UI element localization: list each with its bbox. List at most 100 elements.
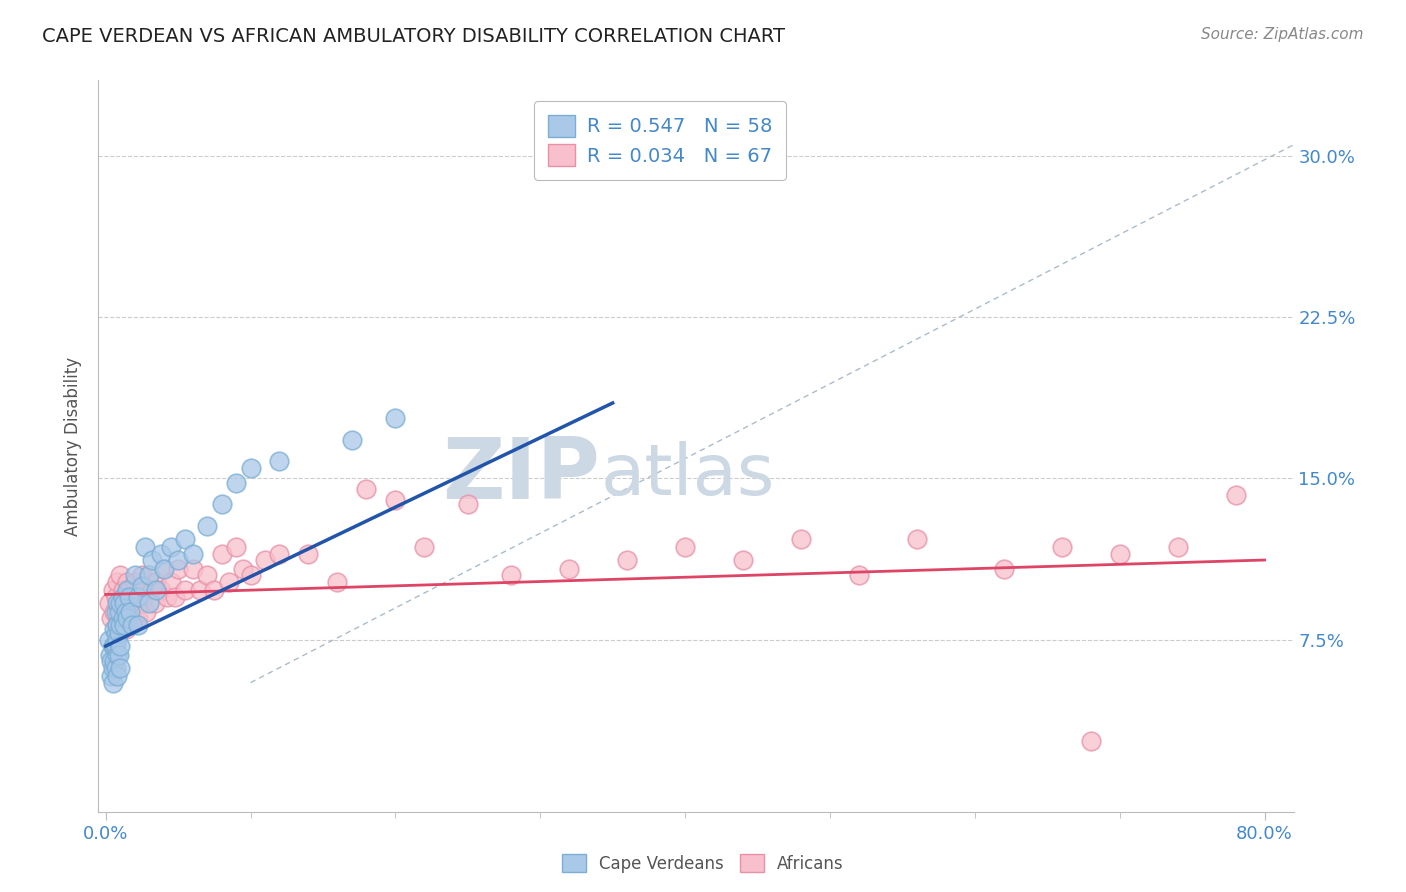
Point xyxy=(616,553,638,567)
Point xyxy=(108,660,131,674)
Point xyxy=(134,579,156,593)
Point xyxy=(195,568,218,582)
Point xyxy=(138,568,160,582)
Point xyxy=(101,639,124,653)
Point xyxy=(239,568,262,582)
Point xyxy=(167,553,190,567)
Point xyxy=(239,460,262,475)
Point xyxy=(127,611,149,625)
Text: Source: ZipAtlas.com: Source: ZipAtlas.com xyxy=(1201,27,1364,42)
Point xyxy=(905,532,928,546)
Point xyxy=(993,561,1015,575)
Point xyxy=(112,583,135,598)
Point xyxy=(101,660,124,674)
Point xyxy=(1080,733,1102,747)
Point xyxy=(141,583,163,598)
Point xyxy=(108,639,131,653)
Point xyxy=(100,669,122,683)
Point xyxy=(181,547,204,561)
Point xyxy=(105,617,128,632)
Point xyxy=(104,626,127,640)
Point xyxy=(121,590,143,604)
Point xyxy=(152,561,174,575)
Point xyxy=(105,669,128,683)
Point xyxy=(114,617,136,632)
Point xyxy=(105,632,128,647)
Point xyxy=(269,454,291,468)
Point xyxy=(165,590,187,604)
Point xyxy=(105,617,128,632)
Point xyxy=(848,568,870,582)
Point xyxy=(340,433,363,447)
Point xyxy=(104,605,127,619)
Point xyxy=(155,590,177,604)
Point xyxy=(104,639,127,653)
Point xyxy=(124,574,146,589)
Point xyxy=(558,561,581,575)
Point xyxy=(225,475,247,490)
Point xyxy=(134,540,156,554)
Point xyxy=(138,568,160,582)
Point xyxy=(101,675,124,690)
Point xyxy=(107,605,129,619)
Y-axis label: Ambulatory Disability: Ambulatory Disability xyxy=(65,357,83,535)
Point xyxy=(103,605,125,619)
Point xyxy=(127,590,149,604)
Point xyxy=(181,561,204,575)
Point xyxy=(108,596,131,610)
Legend: Cape Verdeans, Africans: Cape Verdeans, Africans xyxy=(555,847,851,880)
Point xyxy=(98,648,121,662)
Point xyxy=(103,639,125,653)
Point xyxy=(218,574,240,589)
Point xyxy=(105,574,128,589)
Point xyxy=(195,518,218,533)
Point xyxy=(145,583,167,598)
Point xyxy=(232,561,254,575)
Point xyxy=(104,660,127,674)
Point xyxy=(384,411,406,425)
Point xyxy=(97,632,120,647)
Point xyxy=(121,617,143,632)
Point xyxy=(149,547,172,561)
Point xyxy=(202,583,225,598)
Point xyxy=(107,626,129,640)
Point xyxy=(103,622,125,636)
Point xyxy=(127,617,149,632)
Point xyxy=(127,583,149,598)
Point xyxy=(143,596,166,610)
Point xyxy=(100,654,122,668)
Point xyxy=(188,583,211,598)
Point xyxy=(120,605,142,619)
Point xyxy=(269,547,291,561)
Point xyxy=(384,492,406,507)
Point xyxy=(225,540,247,554)
Point xyxy=(253,553,276,567)
Point xyxy=(1167,540,1189,554)
Point xyxy=(501,568,523,582)
Point xyxy=(131,579,153,593)
Point xyxy=(117,574,139,589)
Point xyxy=(149,583,172,598)
Point xyxy=(1225,488,1247,502)
Point xyxy=(112,611,135,625)
Point xyxy=(326,574,349,589)
Point xyxy=(673,540,696,554)
Point xyxy=(117,611,139,625)
Point xyxy=(97,596,120,610)
Point xyxy=(101,583,124,598)
Point xyxy=(135,605,157,619)
Point xyxy=(174,532,197,546)
Point xyxy=(731,553,754,567)
Point xyxy=(145,574,167,589)
Point xyxy=(160,574,183,589)
Text: ZIP: ZIP xyxy=(443,434,600,516)
Point xyxy=(211,497,233,511)
Point xyxy=(141,553,163,567)
Point xyxy=(108,605,131,619)
Point xyxy=(131,568,153,582)
Point xyxy=(117,600,139,615)
Point xyxy=(104,590,127,604)
Point xyxy=(115,622,138,636)
Point xyxy=(100,611,122,625)
Point xyxy=(105,596,128,610)
